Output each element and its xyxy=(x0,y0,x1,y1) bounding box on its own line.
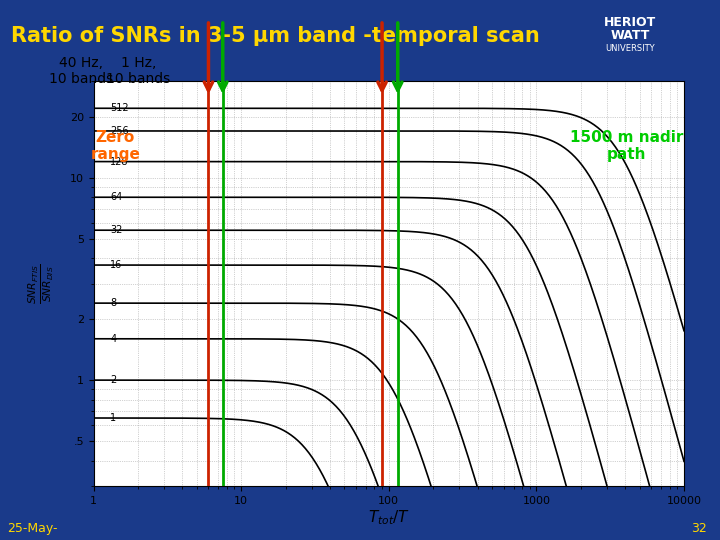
Text: Zero
range: Zero range xyxy=(90,130,140,162)
Text: 32: 32 xyxy=(691,522,707,535)
Text: 1 Hz,
10 bands: 1 Hz, 10 bands xyxy=(106,56,171,86)
Text: 128: 128 xyxy=(110,157,129,166)
Y-axis label: $\frac{SNR_{FTIS}}{SNR_{DIS}}$: $\frac{SNR_{FTIS}}{SNR_{DIS}}$ xyxy=(27,264,56,303)
Text: 1500 m nadir
path: 1500 m nadir path xyxy=(570,130,683,162)
Text: 16: 16 xyxy=(110,260,122,270)
Text: 1: 1 xyxy=(110,413,117,423)
Text: UNIVERSITY: UNIVERSITY xyxy=(606,44,654,53)
Text: 64: 64 xyxy=(110,192,122,202)
Text: 25-May-: 25-May- xyxy=(7,522,58,535)
Text: HERIOT: HERIOT xyxy=(604,16,656,29)
Text: Ratio of SNRs in 3-5 μm band -temporal scan: Ratio of SNRs in 3-5 μm band -temporal s… xyxy=(11,25,539,46)
Text: 4: 4 xyxy=(110,334,117,344)
Text: 256: 256 xyxy=(110,126,129,136)
Text: WATT: WATT xyxy=(611,29,649,42)
X-axis label: $T_{tot} / T$: $T_{tot} / T$ xyxy=(368,509,410,527)
Text: 2: 2 xyxy=(110,375,117,385)
Text: 32: 32 xyxy=(110,225,123,235)
Text: 40 Hz,
10 bands: 40 Hz, 10 bands xyxy=(49,56,114,86)
Text: 512: 512 xyxy=(110,103,129,113)
Text: 8: 8 xyxy=(110,298,117,308)
